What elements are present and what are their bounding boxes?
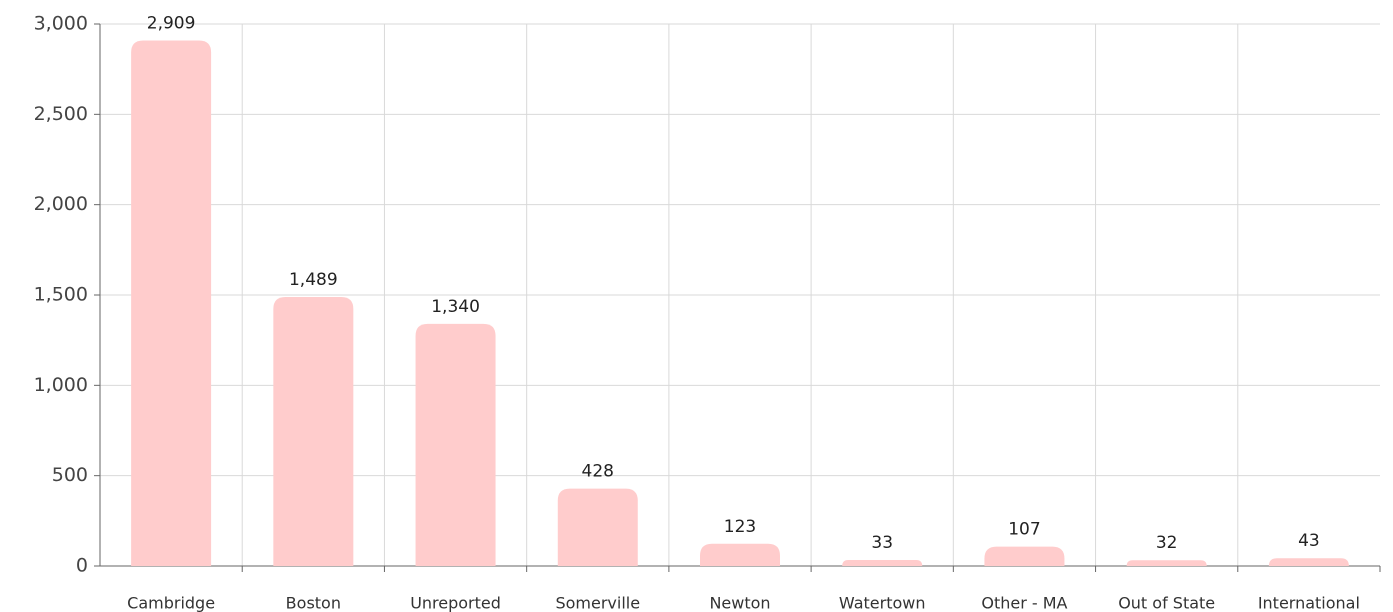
bar xyxy=(1126,560,1207,566)
x-tick-label: Newton xyxy=(709,594,770,612)
x-tick-label: Somerville xyxy=(555,594,640,612)
x-tick-label: Cambridge xyxy=(127,594,215,612)
y-tick-label: 0 xyxy=(76,555,88,577)
bar xyxy=(131,40,212,566)
y-tick-label: 500 xyxy=(52,464,88,486)
y-tick-label: 3,000 xyxy=(34,13,88,35)
x-tick-label: International xyxy=(1258,594,1360,612)
bar xyxy=(557,488,638,566)
value-label: 107 xyxy=(1008,520,1040,540)
value-label: 1,340 xyxy=(431,297,480,317)
value-label: 33 xyxy=(871,533,893,553)
x-tick-label: Other - MA xyxy=(981,594,1067,612)
bar xyxy=(273,296,354,566)
y-tick-label: 2,500 xyxy=(34,103,88,125)
value-label: 123 xyxy=(724,517,756,537)
value-label: 2,909 xyxy=(147,13,196,33)
bar xyxy=(700,543,780,566)
value-label: 428 xyxy=(582,462,614,482)
bar xyxy=(842,560,923,566)
bar xyxy=(984,546,1065,566)
value-label: 32 xyxy=(1156,533,1178,553)
y-tick-label: 1,500 xyxy=(34,284,88,306)
x-tick-label: Unreported xyxy=(410,594,501,612)
bar xyxy=(415,323,496,566)
bar xyxy=(1268,558,1349,566)
y-tick-label: 1,000 xyxy=(34,374,88,396)
x-tick-label: Boston xyxy=(286,594,341,612)
value-label: 43 xyxy=(1298,531,1320,551)
y-tick-label: 2,000 xyxy=(34,193,88,215)
x-tick-label: Watertown xyxy=(839,594,926,612)
x-tick-label: Out of State xyxy=(1118,594,1215,612)
value-label: 1,489 xyxy=(289,270,338,290)
